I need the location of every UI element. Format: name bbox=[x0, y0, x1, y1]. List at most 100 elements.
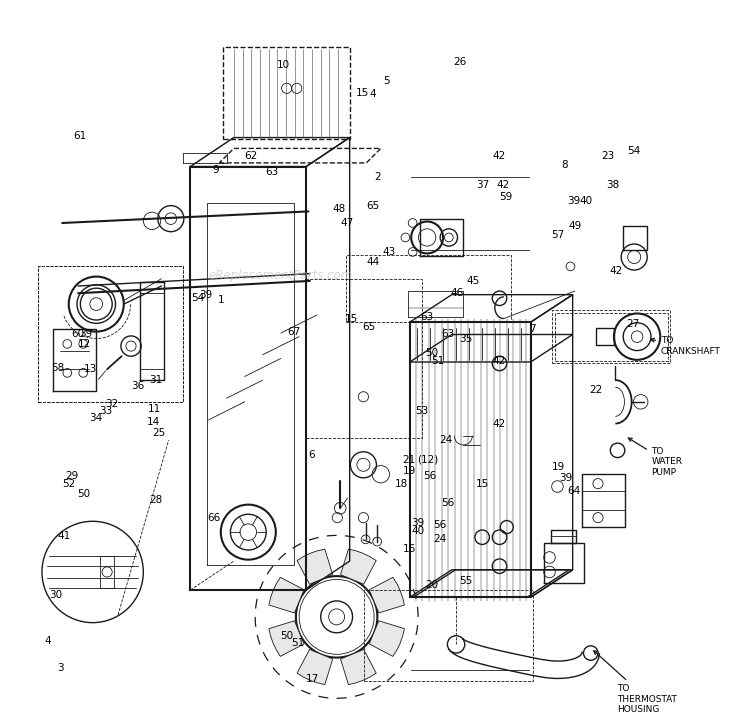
Text: 12: 12 bbox=[78, 339, 92, 349]
Text: 24: 24 bbox=[440, 435, 452, 445]
Text: 67: 67 bbox=[287, 327, 301, 337]
Text: 41: 41 bbox=[57, 531, 70, 541]
Text: 29: 29 bbox=[66, 471, 79, 481]
Text: 24: 24 bbox=[433, 534, 447, 544]
Text: 25: 25 bbox=[152, 428, 166, 438]
Text: 15: 15 bbox=[345, 313, 358, 324]
Text: 50: 50 bbox=[77, 489, 91, 499]
Text: 31: 31 bbox=[149, 375, 162, 385]
Text: 1: 1 bbox=[217, 295, 224, 306]
Text: 13: 13 bbox=[84, 364, 97, 374]
Text: 30: 30 bbox=[50, 590, 62, 600]
Text: 42: 42 bbox=[493, 151, 506, 161]
Text: 4: 4 bbox=[370, 89, 376, 99]
Text: 52: 52 bbox=[62, 479, 75, 489]
Polygon shape bbox=[297, 649, 333, 685]
Text: 66: 66 bbox=[208, 513, 221, 523]
Text: 48: 48 bbox=[333, 203, 346, 214]
Text: 43: 43 bbox=[382, 247, 395, 257]
Text: 47: 47 bbox=[340, 218, 353, 228]
Text: 58: 58 bbox=[51, 363, 64, 373]
Text: 51: 51 bbox=[292, 638, 305, 648]
Text: 14: 14 bbox=[147, 417, 160, 427]
Text: 34: 34 bbox=[90, 413, 103, 423]
Text: 33: 33 bbox=[99, 405, 112, 416]
Text: 40: 40 bbox=[579, 196, 592, 206]
Text: 46: 46 bbox=[451, 288, 464, 298]
Text: TO
CRANKSHAFT: TO CRANKSHAFT bbox=[650, 337, 721, 355]
Text: 16: 16 bbox=[403, 544, 416, 554]
Text: 38: 38 bbox=[606, 180, 619, 190]
Text: 44: 44 bbox=[366, 257, 380, 267]
Text: 19: 19 bbox=[404, 466, 416, 476]
Text: TO
THERMOSTAT
HOUSING: TO THERMOSTAT HOUSING bbox=[594, 651, 677, 714]
Polygon shape bbox=[369, 577, 404, 613]
Text: 18: 18 bbox=[395, 479, 409, 489]
Text: 54: 54 bbox=[628, 146, 640, 156]
Text: 39: 39 bbox=[199, 290, 212, 300]
Text: 2: 2 bbox=[374, 172, 380, 182]
Text: 42: 42 bbox=[610, 266, 622, 277]
Text: 53: 53 bbox=[416, 406, 429, 416]
Text: 39: 39 bbox=[567, 196, 580, 206]
Text: 40: 40 bbox=[411, 526, 424, 536]
Text: 26: 26 bbox=[453, 56, 466, 67]
Text: 32: 32 bbox=[106, 399, 118, 409]
Text: 37: 37 bbox=[476, 180, 490, 190]
Polygon shape bbox=[369, 620, 404, 657]
Text: 9: 9 bbox=[212, 165, 219, 175]
Text: 56: 56 bbox=[442, 498, 454, 508]
Text: 6: 6 bbox=[309, 450, 315, 460]
Text: 21: 21 bbox=[403, 455, 416, 465]
Text: 15: 15 bbox=[476, 479, 490, 489]
Text: 27: 27 bbox=[626, 319, 639, 329]
Text: (12): (12) bbox=[417, 455, 439, 465]
Text: 65: 65 bbox=[366, 201, 380, 211]
Text: 22: 22 bbox=[590, 384, 602, 395]
Text: 39: 39 bbox=[411, 518, 424, 528]
Text: 65: 65 bbox=[362, 322, 375, 332]
Text: 59: 59 bbox=[500, 192, 513, 202]
Text: 11: 11 bbox=[148, 404, 161, 414]
Text: 56: 56 bbox=[424, 471, 436, 481]
Text: eReplacementParts.com: eReplacementParts.com bbox=[209, 269, 353, 282]
Text: 5: 5 bbox=[383, 76, 390, 86]
Text: 50: 50 bbox=[425, 348, 438, 358]
Text: 36: 36 bbox=[132, 381, 145, 391]
Text: 10: 10 bbox=[277, 60, 290, 70]
Text: 63: 63 bbox=[442, 329, 454, 340]
Text: 50: 50 bbox=[280, 631, 293, 641]
Text: 3: 3 bbox=[58, 662, 64, 673]
Text: 54: 54 bbox=[191, 293, 204, 303]
Text: 51: 51 bbox=[431, 355, 445, 366]
Text: 4: 4 bbox=[44, 636, 51, 646]
Text: 15: 15 bbox=[356, 88, 368, 98]
Text: 62: 62 bbox=[244, 151, 257, 161]
Text: 49: 49 bbox=[569, 221, 582, 231]
Text: 63: 63 bbox=[266, 167, 279, 177]
Text: 45: 45 bbox=[466, 276, 479, 286]
Text: 28: 28 bbox=[150, 494, 163, 505]
Polygon shape bbox=[268, 620, 304, 657]
Polygon shape bbox=[340, 549, 376, 584]
Polygon shape bbox=[340, 649, 376, 685]
Text: 7: 7 bbox=[530, 324, 536, 334]
Text: 55: 55 bbox=[460, 576, 472, 586]
Text: 35: 35 bbox=[459, 334, 472, 344]
Text: TO
WATER
PUMP: TO WATER PUMP bbox=[628, 438, 682, 477]
Text: 42: 42 bbox=[493, 418, 506, 429]
Polygon shape bbox=[297, 549, 333, 584]
Text: 39: 39 bbox=[80, 329, 93, 340]
Text: 20: 20 bbox=[425, 580, 438, 590]
Text: 19: 19 bbox=[551, 462, 565, 472]
Text: 64: 64 bbox=[567, 486, 580, 496]
Text: 42: 42 bbox=[493, 355, 506, 366]
Text: 57: 57 bbox=[550, 230, 564, 240]
Text: 60: 60 bbox=[70, 329, 84, 340]
Text: 42: 42 bbox=[496, 180, 510, 190]
Text: 61: 61 bbox=[73, 131, 86, 141]
Polygon shape bbox=[268, 577, 304, 613]
Text: 63: 63 bbox=[420, 312, 433, 322]
Text: 56: 56 bbox=[433, 520, 447, 530]
Text: 23: 23 bbox=[602, 151, 615, 161]
